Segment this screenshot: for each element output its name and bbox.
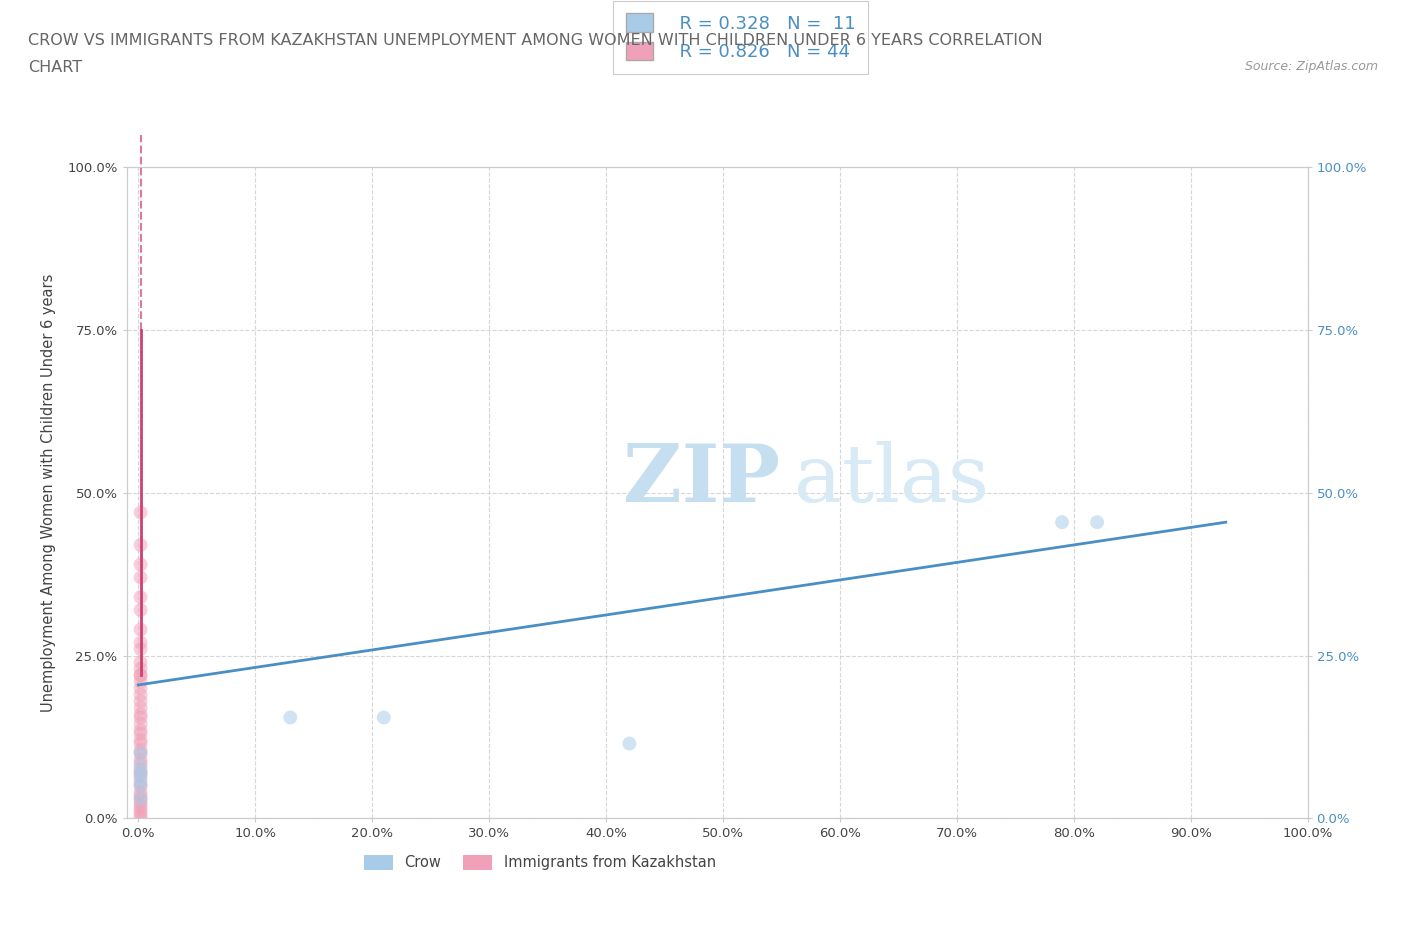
Point: [129, 752, 152, 767]
Point: [129, 505, 152, 520]
Point: [129, 794, 152, 809]
Point: [129, 763, 152, 777]
Point: [129, 778, 152, 793]
Point: [129, 707, 152, 722]
Point: [129, 776, 152, 790]
Point: [129, 768, 152, 783]
Point: [129, 746, 152, 761]
Point: [129, 765, 152, 780]
Point: [1050, 515, 1073, 530]
Text: atlas: atlas: [794, 441, 988, 519]
Point: [129, 789, 152, 804]
Point: [278, 711, 301, 725]
Legend: Crow, Immigrants from Kazakhstan: Crow, Immigrants from Kazakhstan: [357, 849, 723, 876]
Point: [129, 570, 152, 585]
Point: [129, 642, 152, 657]
Point: [129, 661, 152, 676]
Point: [129, 742, 152, 757]
Point: [129, 798, 152, 813]
Point: [129, 668, 152, 683]
Point: [129, 694, 152, 709]
Point: [129, 791, 152, 806]
Point: [129, 759, 152, 774]
Point: [129, 681, 152, 696]
Point: [129, 726, 152, 741]
Point: [129, 807, 152, 823]
Point: [1085, 515, 1108, 530]
Point: [129, 717, 152, 732]
Point: [129, 590, 152, 604]
Point: [129, 674, 152, 689]
Point: [129, 603, 152, 618]
Y-axis label: Unemployment Among Women with Children Under 6 years: Unemployment Among Women with Children U…: [41, 273, 56, 712]
Point: [129, 772, 152, 787]
Point: [129, 811, 152, 826]
Point: [129, 778, 152, 793]
Point: [129, 622, 152, 637]
Point: [129, 557, 152, 572]
Point: [129, 538, 152, 552]
Point: [129, 802, 152, 817]
Text: ZIP: ZIP: [623, 441, 779, 519]
Point: [129, 687, 152, 702]
Point: [619, 737, 641, 751]
Point: [129, 711, 152, 725]
Point: [129, 737, 152, 751]
Point: [129, 655, 152, 670]
Point: [129, 755, 152, 770]
Point: [129, 733, 152, 748]
Text: CROW VS IMMIGRANTS FROM KAZAKHSTAN UNEMPLOYMENT AMONG WOMEN WITH CHILDREN UNDER : CROW VS IMMIGRANTS FROM KAZAKHSTAN UNEMP…: [28, 33, 1043, 47]
Point: [129, 668, 152, 683]
Point: [129, 746, 152, 761]
Point: [129, 785, 152, 800]
Point: [129, 147, 152, 162]
Point: [129, 804, 152, 819]
Point: [129, 791, 152, 806]
Text: Source: ZipAtlas.com: Source: ZipAtlas.com: [1244, 60, 1378, 73]
Point: [373, 711, 395, 725]
Point: [129, 700, 152, 715]
Point: [129, 724, 152, 738]
Point: [129, 765, 152, 780]
Point: [129, 635, 152, 650]
Text: CHART: CHART: [28, 60, 82, 75]
